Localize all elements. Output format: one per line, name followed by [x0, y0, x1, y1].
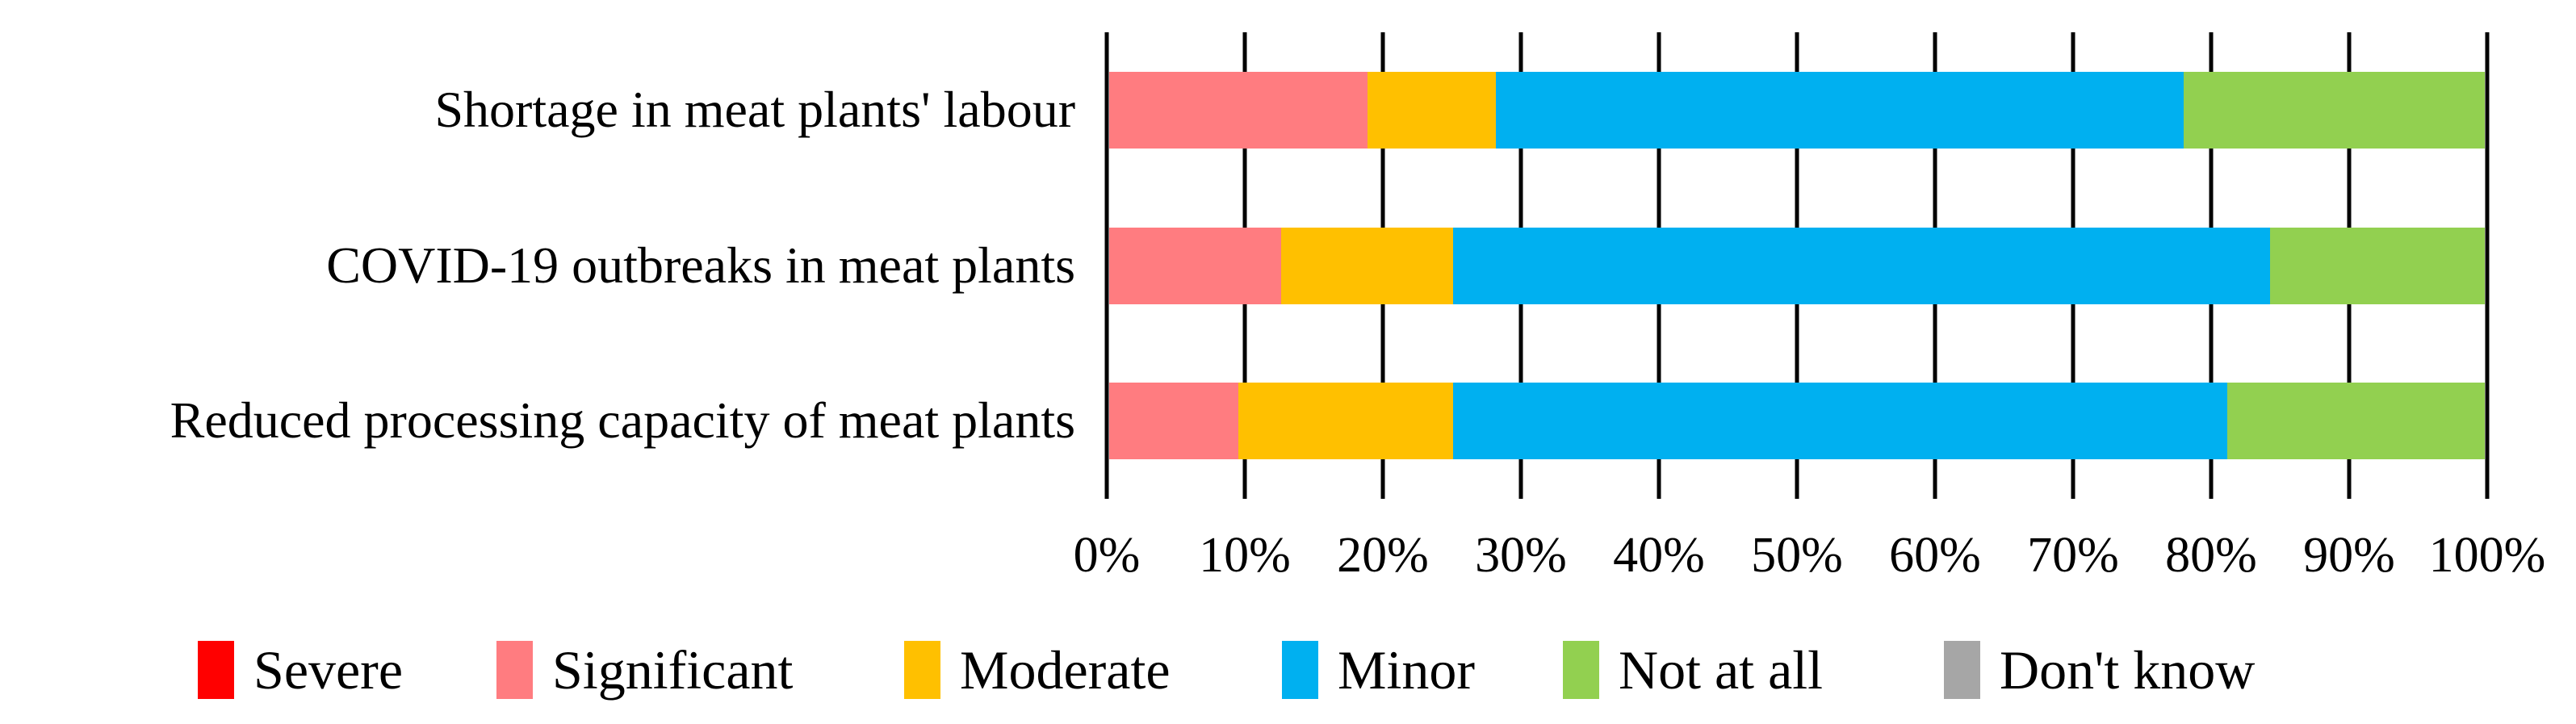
bars-container — [1109, 32, 2485, 499]
stacked-bar — [1109, 71, 2485, 149]
legend-swatch — [496, 641, 533, 699]
x-tick-label: 40% — [1613, 528, 1705, 583]
bar-row — [1109, 32, 2485, 188]
gridline-100% — [2485, 32, 2490, 499]
bar-segment-moderate — [1238, 383, 1453, 460]
bar-segment-minor — [1453, 227, 2270, 304]
x-tick-label: 100% — [2428, 528, 2546, 583]
legend: Severe Significant Moderate Minor Not at all… — [0, 626, 2576, 714]
category-label: Shortage in meat plants' labour — [434, 81, 1075, 139]
legend-item-minor: Minor — [1282, 626, 1475, 714]
bar-segment-significant — [1109, 383, 1238, 460]
bar-segment-not-at-all — [2226, 383, 2485, 460]
bar-row — [1109, 343, 2485, 499]
stacked-bar — [1109, 227, 2485, 304]
category-axis-labels: Shortage in meat plants' labour COVID-19 … — [0, 32, 1075, 499]
x-tick-label: 30% — [1475, 528, 1567, 583]
bar-segment-not-at-all — [2269, 227, 2485, 304]
legend-item-don-t-know: Don't know — [1944, 626, 2255, 714]
bar-segment-not-at-all — [2184, 71, 2485, 149]
category-label: Reduced processing capacity of meat plan… — [170, 391, 1075, 450]
bar-segment-minor — [1496, 71, 2184, 149]
legend-swatch — [1563, 641, 1599, 699]
bar-segment-moderate — [1281, 227, 1453, 304]
stacked-bar — [1109, 383, 2485, 460]
x-tick-label: 60% — [1889, 528, 1981, 583]
x-axis: 0% 10% 20% 30% 40% 50% 60% 70% 80% 90% 100% — [1074, 523, 2546, 588]
plot-area — [1104, 32, 2490, 499]
bar-row — [1109, 188, 2485, 344]
legend-item-significant: Significant — [496, 626, 793, 714]
x-tick-label: 10% — [1199, 528, 1291, 583]
gridline-0% — [1104, 32, 1109, 499]
x-tick-label: 70% — [2027, 528, 2119, 583]
legend-swatch — [1282, 641, 1318, 699]
x-tick-label: 50% — [1751, 528, 1843, 583]
legend-label: Severe — [253, 639, 404, 701]
legend-label: Minor — [1338, 639, 1475, 701]
legend-label: Not at all — [1619, 639, 1824, 701]
legend-swatch — [904, 641, 940, 699]
x-tick-label: 20% — [1337, 528, 1429, 583]
legend-item-severe: Severe — [198, 626, 403, 714]
legend-swatch — [198, 641, 234, 699]
category-label: COVID-19 outbreaks in meat plants — [326, 236, 1075, 294]
x-tick-label: 0% — [1073, 528, 1141, 583]
legend-label: Significant — [552, 639, 794, 701]
legend-item-not-at-all: Not at all — [1563, 626, 1823, 714]
x-tick-label: 90% — [2303, 528, 2395, 583]
legend-swatch — [1944, 641, 1980, 699]
legend-label: Don't know — [2000, 639, 2256, 701]
bar-segment-significant — [1109, 71, 1368, 149]
bar-segment-significant — [1109, 227, 1281, 304]
legend-item-moderate: Moderate — [904, 626, 1171, 714]
legend-label: Moderate — [960, 639, 1171, 701]
bar-segment-minor — [1453, 383, 2227, 460]
x-tick-label: 80% — [2165, 528, 2257, 583]
bar-segment-moderate — [1367, 71, 1497, 149]
